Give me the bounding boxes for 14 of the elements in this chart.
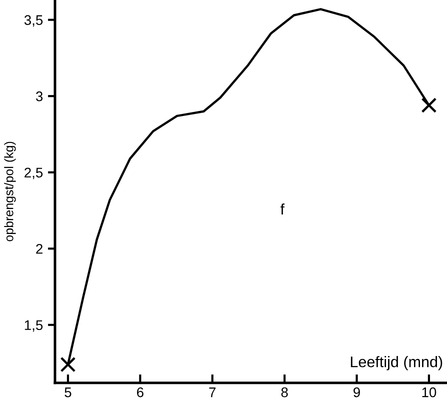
y-tick-label: 1,5 [24,320,43,332]
y-tick-label: 3 [36,91,43,102]
x-tick-label: 7 [209,388,216,398]
x-tick-label: 8 [281,387,288,398]
x-tick-label: 9 [354,387,360,398]
x-axis-title: Leeftijd (mnd) [350,356,442,370]
x-tick-label: 10 [422,387,436,398]
y-tick-label: 3,5 [24,15,43,27]
y-tick-label: 2,5 [24,168,43,180]
x-tick-label: 5 [64,388,72,398]
annotation: f [280,203,284,215]
y-axis-title: opbrengst/pol (kg) [4,142,16,242]
x-tick-label: 6 [137,387,144,398]
y-tick-label: 2 [36,244,42,254]
